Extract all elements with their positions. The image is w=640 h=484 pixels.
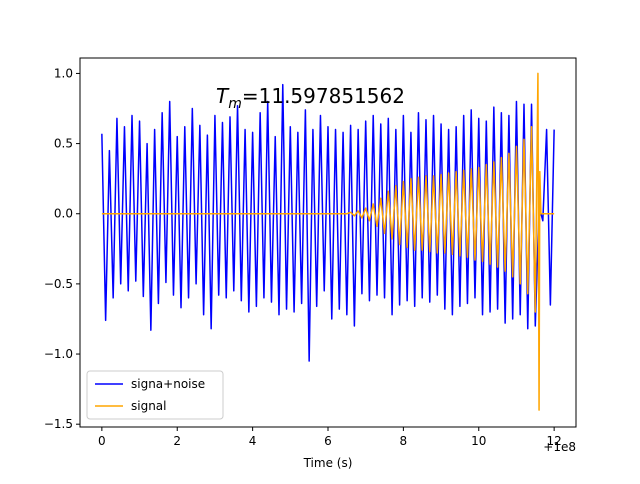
- x-tick-label: 2: [173, 434, 181, 448]
- annotation-subscript: m: [228, 96, 242, 112]
- x-tick-label: 12: [546, 434, 561, 448]
- annotation: Tm=11.597851562: [216, 84, 405, 112]
- y-tick-label: 0.5: [54, 137, 73, 151]
- x-tick-label: 0: [98, 434, 106, 448]
- x-tick-label: 10: [471, 434, 486, 448]
- y-tick-label: 0.0: [54, 207, 73, 221]
- series-line: [101, 72, 555, 411]
- y-tick-label: −1.5: [44, 417, 73, 431]
- y-tick-label: 1.0: [54, 66, 73, 80]
- x-tick-label: 8: [400, 434, 408, 448]
- annotation-symbol: T: [216, 84, 230, 108]
- x-tick-label: 4: [249, 434, 257, 448]
- annotation-text: =11.597851562: [242, 84, 405, 108]
- x-offset-label: +1e8: [543, 440, 576, 454]
- y-tick-label: −0.5: [44, 277, 73, 291]
- legend: signa+noise signal: [86, 370, 224, 420]
- y-tick-label: −1.0: [44, 347, 73, 361]
- plot-area: [101, 72, 555, 411]
- legend-label: signal: [131, 399, 167, 413]
- x-axis-label: Time (s): [303, 456, 353, 470]
- x-tick-label: 6: [324, 434, 332, 448]
- series-line: [101, 83, 555, 362]
- legend-label: signa+noise: [131, 377, 205, 391]
- legend-frame: [86, 370, 224, 420]
